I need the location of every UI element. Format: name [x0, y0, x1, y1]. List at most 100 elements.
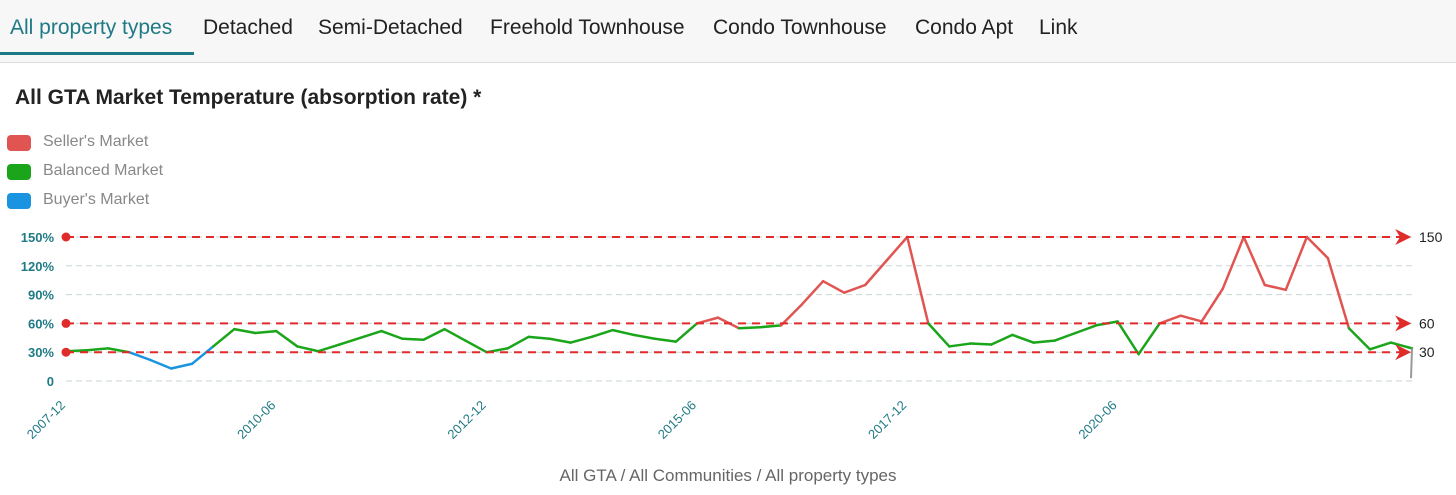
data-point[interactable] [631, 332, 637, 338]
data-point[interactable] [526, 334, 532, 340]
data-line-segment [800, 279, 825, 306]
x-tick-label: 2017-12 [865, 398, 909, 442]
data-line-segment [1347, 326, 1372, 351]
data-line-segment [1389, 341, 1414, 350]
data-point[interactable] [1325, 255, 1331, 261]
data-point[interactable] [168, 366, 174, 372]
data-point[interactable] [273, 328, 279, 334]
data-line-segment [359, 329, 383, 340]
data-point[interactable] [1009, 332, 1015, 338]
data-line-segment [211, 327, 236, 348]
data-point[interactable] [589, 334, 595, 340]
data-point[interactable] [673, 339, 679, 345]
data-line-segment [884, 235, 909, 263]
data-point[interactable] [799, 301, 805, 307]
data-line-segment [527, 335, 551, 341]
tab-link[interactable]: Link [1039, 16, 1078, 39]
data-line-segment [464, 339, 488, 354]
data-line-segment [990, 333, 1014, 346]
data-line-segment [1074, 324, 1098, 335]
data-point[interactable] [610, 327, 616, 333]
data-point[interactable] [294, 343, 300, 349]
data-line-segment [296, 345, 320, 353]
data-line-segment [380, 329, 404, 341]
data-line-segment [842, 283, 867, 294]
data-point[interactable] [967, 341, 973, 347]
data-point[interactable] [736, 325, 742, 331]
data-point[interactable] [946, 343, 952, 349]
data-point[interactable] [757, 324, 763, 330]
data-line-segment [1200, 287, 1224, 323]
data-line-segment [548, 337, 572, 344]
data-point[interactable] [147, 357, 153, 363]
data-line-segment [1242, 235, 1267, 287]
data-line-segment [127, 350, 152, 362]
data-point[interactable] [652, 336, 658, 342]
property-type-tabs: All property types Detached Semi-Detache… [0, 0, 1456, 63]
data-point[interactable] [1051, 338, 1057, 344]
breadcrumb-community[interactable]: All Communities [629, 466, 752, 485]
threshold-dot-30 [61, 347, 71, 357]
data-line-segment [1116, 320, 1140, 356]
data-point[interactable] [568, 340, 574, 346]
data-point[interactable] [1346, 325, 1352, 331]
x-tick-label: 2012-12 [444, 398, 488, 442]
x-tick-label: 2010-06 [234, 398, 278, 442]
x-tick-label: 2015-06 [655, 398, 699, 442]
tab-freehold-townhouse[interactable]: Freehold Townhouse [490, 16, 685, 39]
data-point[interactable] [400, 336, 406, 342]
threshold-label-30: 30 [1419, 344, 1435, 360]
data-point[interactable] [421, 337, 427, 343]
data-line-segment [779, 302, 804, 327]
tab-condo-apt[interactable]: Condo Apt [915, 16, 1014, 39]
data-line-segment [632, 333, 657, 341]
data-line-segment [653, 337, 678, 343]
data-point[interactable] [1262, 282, 1268, 288]
data-point[interactable] [189, 361, 195, 367]
data-point[interactable] [231, 326, 237, 332]
breadcrumb-separator-2: / [751, 466, 766, 485]
data-line-segment [906, 235, 930, 325]
data-point[interactable] [378, 328, 384, 334]
data-point[interactable] [1073, 330, 1079, 336]
tab-all-property-types[interactable]: All property types [10, 16, 173, 39]
breadcrumb-region[interactable]: All GTA [559, 466, 616, 485]
data-point[interactable] [1409, 345, 1415, 351]
data-point[interactable] [883, 258, 889, 264]
data-point[interactable] [1283, 287, 1289, 293]
tab-condo-townhouse[interactable]: Condo Townhouse [713, 16, 887, 39]
data-line-segment [338, 336, 362, 346]
data-line-segment [1032, 339, 1056, 344]
data-line-segment [569, 335, 594, 344]
data-line-segment [169, 362, 194, 370]
legend-swatch-buyers [7, 193, 31, 209]
legend-swatch-sellers [7, 135, 31, 151]
data-point[interactable] [715, 315, 721, 321]
data-line-segment [969, 342, 993, 346]
data-point[interactable] [1220, 286, 1226, 292]
data-point[interactable] [105, 345, 111, 351]
data-line-segment [1158, 314, 1182, 325]
data-point[interactable] [820, 278, 826, 284]
data-point[interactable] [1388, 340, 1394, 346]
threshold-dot-60 [61, 318, 71, 328]
data-point[interactable] [252, 330, 258, 336]
data-point[interactable] [547, 336, 553, 342]
data-point[interactable] [1178, 313, 1184, 319]
data-point[interactable] [463, 338, 469, 344]
data-point[interactable] [357, 335, 363, 341]
data-point[interactable] [988, 342, 994, 348]
data-point[interactable] [505, 345, 511, 351]
data-point[interactable] [862, 282, 868, 288]
data-point[interactable] [210, 343, 216, 349]
tab-detached[interactable]: Detached [203, 16, 293, 39]
data-line-segment [190, 345, 215, 365]
data-point[interactable] [841, 290, 847, 296]
data-line-tail [1410, 348, 1413, 379]
tab-semi-detached[interactable]: Semi-Detached [318, 16, 463, 39]
data-line-segment [443, 327, 467, 342]
data-point[interactable] [336, 342, 342, 348]
data-point[interactable] [442, 326, 448, 332]
data-point[interactable] [1030, 340, 1036, 346]
y-tick-label: 0 [47, 374, 54, 389]
